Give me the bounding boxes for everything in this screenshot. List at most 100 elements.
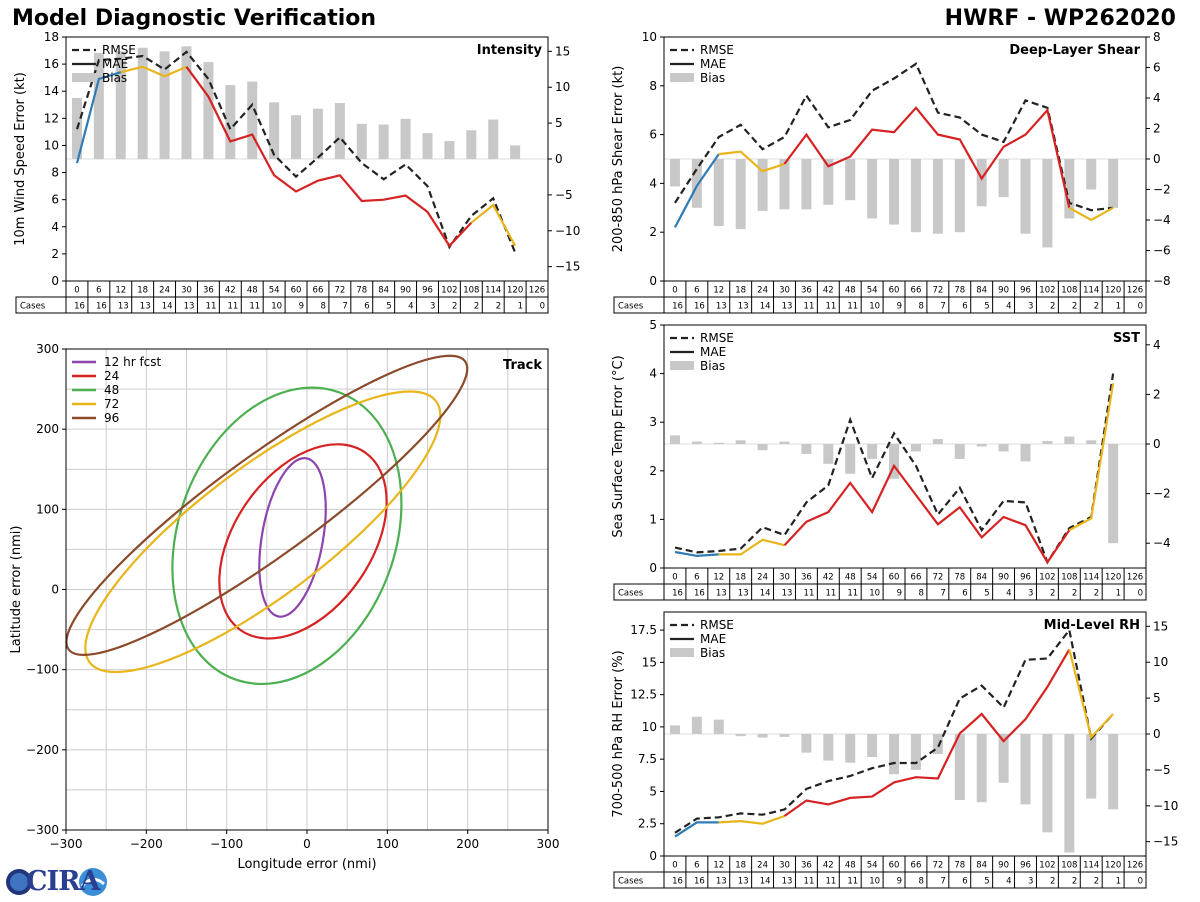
intensity-case-value: 2 xyxy=(452,302,457,312)
shear-bias-bar xyxy=(1108,159,1119,208)
rh-bias-bar xyxy=(910,734,921,770)
shear-bias-bar xyxy=(998,159,1009,198)
rh-case-value: 7 xyxy=(940,877,945,887)
shear-hour-label: 6 xyxy=(694,286,699,296)
intensity-y2tick-label: −10 xyxy=(555,224,580,238)
sst-mae-line-late xyxy=(1068,383,1115,532)
track-legend-label: 12 hr fcst xyxy=(104,355,162,369)
intensity-bias-bar xyxy=(269,102,280,159)
shear-hour-label: 42 xyxy=(823,286,834,296)
rh-ytick-label: 12.5 xyxy=(630,688,657,702)
intensity-bias-bar xyxy=(422,133,433,159)
shear-hour-label: 84 xyxy=(976,286,987,296)
shear-bias-bar xyxy=(1064,159,1075,219)
intensity-case-value: 11 xyxy=(249,302,260,312)
rh-bias-bar xyxy=(801,734,812,753)
rh-hour-label: 30 xyxy=(779,861,790,871)
intensity-mae-line-mid xyxy=(120,65,187,78)
model-storm-title: HWRF - WP262020 xyxy=(944,6,1176,31)
intensity-hour-label: 90 xyxy=(400,286,411,296)
sst-bias-bar xyxy=(845,444,856,474)
shear-case-value: 0 xyxy=(1138,302,1143,312)
rh-bias-bar xyxy=(976,734,987,803)
sst-case-value: 2 xyxy=(1050,589,1055,599)
sst-bias-bar xyxy=(910,444,921,452)
rh-hour-label: 66 xyxy=(911,861,922,871)
sst-hour-label: 102 xyxy=(1039,573,1055,583)
rh-hour-label: 12 xyxy=(713,861,724,871)
shear-ytick-label: 6 xyxy=(649,128,657,142)
track-ellipse xyxy=(171,386,403,686)
intensity-ytick-label: 8 xyxy=(51,166,59,180)
rh-cases-row xyxy=(613,871,1147,889)
shear-y2tick-label: 2 xyxy=(1153,122,1161,136)
rh-mae-line-late xyxy=(1068,649,1114,740)
rh-y2tick-label: 5 xyxy=(1153,691,1161,705)
rh-cases-label: Cases xyxy=(618,877,644,887)
intensity-bias-bar xyxy=(159,51,170,160)
shear-case-value: 8 xyxy=(918,302,923,312)
sst-case-value: 10 xyxy=(869,589,880,599)
intensity-case-value: 3 xyxy=(430,302,435,312)
rh-bias-bar xyxy=(1108,734,1119,810)
shear-bias-bar xyxy=(823,159,834,205)
intensity-y2tick-label: −15 xyxy=(555,260,580,274)
intensity-bias-bar xyxy=(356,123,367,159)
shear-cases-row xyxy=(613,296,1147,314)
sst-hour-label: 126 xyxy=(1127,573,1143,583)
sst-case-value: 11 xyxy=(804,589,815,599)
shear-case-value: 16 xyxy=(672,302,683,312)
sst-case-value: 2 xyxy=(1072,589,1077,599)
shear-case-value: 11 xyxy=(825,302,836,312)
rh-mae-line-mid xyxy=(718,814,785,825)
sst-case-value: 11 xyxy=(825,589,836,599)
shear-bias-bar xyxy=(691,159,702,208)
sst-case-value: 3 xyxy=(1028,589,1033,599)
sst-case-value: 5 xyxy=(984,589,989,599)
shear-y2tick-label: −8 xyxy=(1153,274,1171,288)
intensity-case-value: 1 xyxy=(518,302,523,312)
sst-ytick-label: 3 xyxy=(649,415,657,429)
rh-hour-label: 72 xyxy=(932,861,943,871)
sst-case-value: 16 xyxy=(672,589,683,599)
shear-ytick-label: 2 xyxy=(649,225,657,239)
sst-hour-label: 54 xyxy=(867,573,878,583)
sst-bias-bar xyxy=(998,444,1009,452)
sst-y2tick-label: −2 xyxy=(1153,487,1171,501)
intensity-bias-bar xyxy=(510,145,521,159)
intensity-case-value: 11 xyxy=(206,302,217,312)
shear-y2tick-label: 8 xyxy=(1153,30,1161,44)
sst-case-value: 4 xyxy=(1006,589,1011,599)
intensity-legend-rmse: RMSE xyxy=(102,43,136,57)
shear-hour-label: 18 xyxy=(735,286,746,296)
shear-y2tick-label: −4 xyxy=(1153,213,1171,227)
rh-ytick-label: 15 xyxy=(642,655,657,669)
page-title: Model Diagnostic Verification xyxy=(12,6,377,31)
sst-mae-line-main xyxy=(783,463,1071,565)
shear-hour-label: 36 xyxy=(801,286,812,296)
rh-bias-bar xyxy=(889,734,900,775)
track-ytick-label: 100 xyxy=(36,502,59,516)
sst-case-value: 0 xyxy=(1138,589,1143,599)
shear-bias-bar xyxy=(954,159,965,233)
rh-legend-mae: MAE xyxy=(700,632,726,646)
rh-hour-label: 84 xyxy=(976,861,987,871)
sst-frame xyxy=(663,324,1147,569)
intensity-hour-label: 12 xyxy=(115,286,126,296)
intensity-y2tick-label: 15 xyxy=(555,44,570,58)
rh-bias-bar xyxy=(1042,734,1053,833)
shear-case-value: 11 xyxy=(804,302,815,312)
shear-bias-bar xyxy=(1086,159,1097,190)
sst-hour-label: 108 xyxy=(1061,573,1077,583)
rh-case-value: 6 xyxy=(962,877,967,887)
rh-hour-label: 6 xyxy=(694,861,699,871)
intensity-hour-label: 114 xyxy=(485,286,501,296)
shear-bias-bar xyxy=(735,159,746,230)
sst-case-value: 2 xyxy=(1094,589,1099,599)
rh-hour-label: 108 xyxy=(1061,861,1077,871)
track-xtick-label: 200 xyxy=(456,837,479,851)
shear-hour-label: 90 xyxy=(998,286,1009,296)
shear-case-value: 1 xyxy=(1116,302,1121,312)
sst-title: SST xyxy=(1113,331,1140,346)
track-legend-label: 72 xyxy=(104,397,119,411)
